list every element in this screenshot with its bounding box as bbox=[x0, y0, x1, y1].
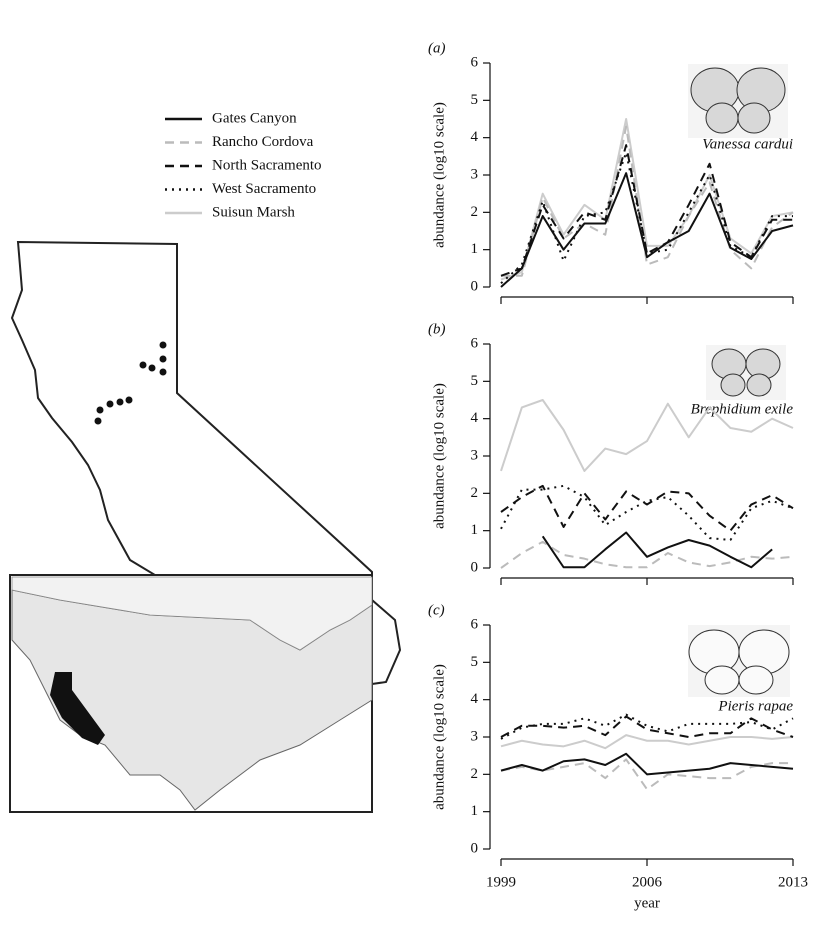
site-dot bbox=[94, 417, 102, 425]
legend-label: North Sacramento bbox=[212, 157, 322, 173]
y-tick-label: 3 bbox=[471, 166, 479, 182]
butterfly-illustration bbox=[688, 64, 790, 697]
x-axis-label: year bbox=[634, 895, 660, 911]
line-chart: (c) Pieris rapae abundance (log10 scale) 0 1… bbox=[428, 602, 808, 911]
y-tick-label: 4 bbox=[471, 410, 479, 426]
site-dot bbox=[159, 368, 167, 376]
species-name: Brephidium exile bbox=[691, 401, 794, 417]
site-dot bbox=[96, 406, 104, 414]
y-tick-label: 5 bbox=[471, 654, 479, 670]
y-tick-label: 2 bbox=[471, 766, 479, 782]
california-fill bbox=[50, 672, 105, 745]
y-tick-label: 0 bbox=[471, 278, 479, 294]
species-name: Pieris rapae bbox=[717, 698, 793, 714]
site-dot bbox=[159, 355, 167, 363]
panel-label: (b) bbox=[428, 321, 446, 337]
legend: Gates Canyon Rancho Cordova North Sacramen… bbox=[165, 110, 322, 220]
line-chart: (a) Vanessa cardui abundance (log10 scale)… bbox=[428, 40, 794, 304]
y-tick-label: 3 bbox=[471, 447, 479, 463]
y-tick-label: 4 bbox=[471, 129, 479, 145]
y-tick-label: 6 bbox=[471, 335, 479, 351]
series-line bbox=[500, 484, 794, 532]
series-line bbox=[500, 118, 794, 281]
line-chart: (b) Brephidium exile abundance (log10 scal… bbox=[428, 321, 794, 585]
y-tick-label: 3 bbox=[471, 728, 479, 744]
legend-label: West Sacramento bbox=[212, 181, 316, 197]
y-tick-label: 1 bbox=[471, 241, 479, 257]
site-dot bbox=[159, 341, 167, 349]
y-tick-label: 1 bbox=[471, 522, 479, 538]
legend-label: Gates Canyon bbox=[212, 110, 297, 126]
site-dot bbox=[106, 400, 114, 408]
y-tick-label: 2 bbox=[471, 204, 479, 220]
canada-land bbox=[11, 576, 373, 651]
y-tick-label: 1 bbox=[471, 803, 479, 819]
series-line bbox=[500, 752, 794, 776]
y-tick-label: 2 bbox=[471, 485, 479, 501]
legend-label: Suisun Marsh bbox=[212, 204, 295, 220]
series-line bbox=[541, 531, 773, 569]
y-axis-label: abundance (log10 scale) bbox=[431, 383, 447, 529]
y-tick-label: 6 bbox=[471, 616, 479, 632]
series-line bbox=[500, 734, 794, 750]
y-axis-label: abundance (log10 scale) bbox=[431, 102, 447, 248]
y-tick-label: 4 bbox=[471, 691, 479, 707]
charts: (a) Vanessa cardui abundance (log10 scale)… bbox=[428, 40, 808, 911]
x-tick-label: 1999 bbox=[486, 874, 516, 890]
series-line bbox=[500, 758, 793, 791]
y-tick-label: 6 bbox=[471, 54, 479, 70]
site-dot bbox=[148, 364, 156, 372]
panel-label: (a) bbox=[428, 40, 446, 56]
y-tick-label: 5 bbox=[471, 373, 479, 389]
series-line bbox=[500, 540, 794, 569]
panel-label: (c) bbox=[428, 602, 445, 618]
series-line bbox=[500, 399, 794, 472]
survey-sites bbox=[94, 341, 167, 425]
series-line bbox=[500, 484, 794, 541]
y-tick-label: 5 bbox=[471, 92, 479, 108]
us-inset bbox=[9, 574, 373, 813]
series-line bbox=[500, 715, 794, 738]
site-dot bbox=[125, 396, 133, 404]
x-tick-label: 2013 bbox=[778, 874, 808, 890]
site-dot bbox=[116, 398, 124, 406]
y-axis-label: abundance (log10 scale) bbox=[431, 664, 447, 810]
y-tick-label: 0 bbox=[471, 840, 479, 856]
series-line bbox=[500, 172, 794, 288]
x-tick-label: 2006 bbox=[632, 874, 663, 890]
species-name: Vanessa cardui bbox=[702, 136, 793, 152]
legend-label: Rancho Cordova bbox=[212, 134, 314, 150]
site-dot bbox=[139, 361, 147, 369]
y-tick-label: 0 bbox=[471, 559, 479, 575]
